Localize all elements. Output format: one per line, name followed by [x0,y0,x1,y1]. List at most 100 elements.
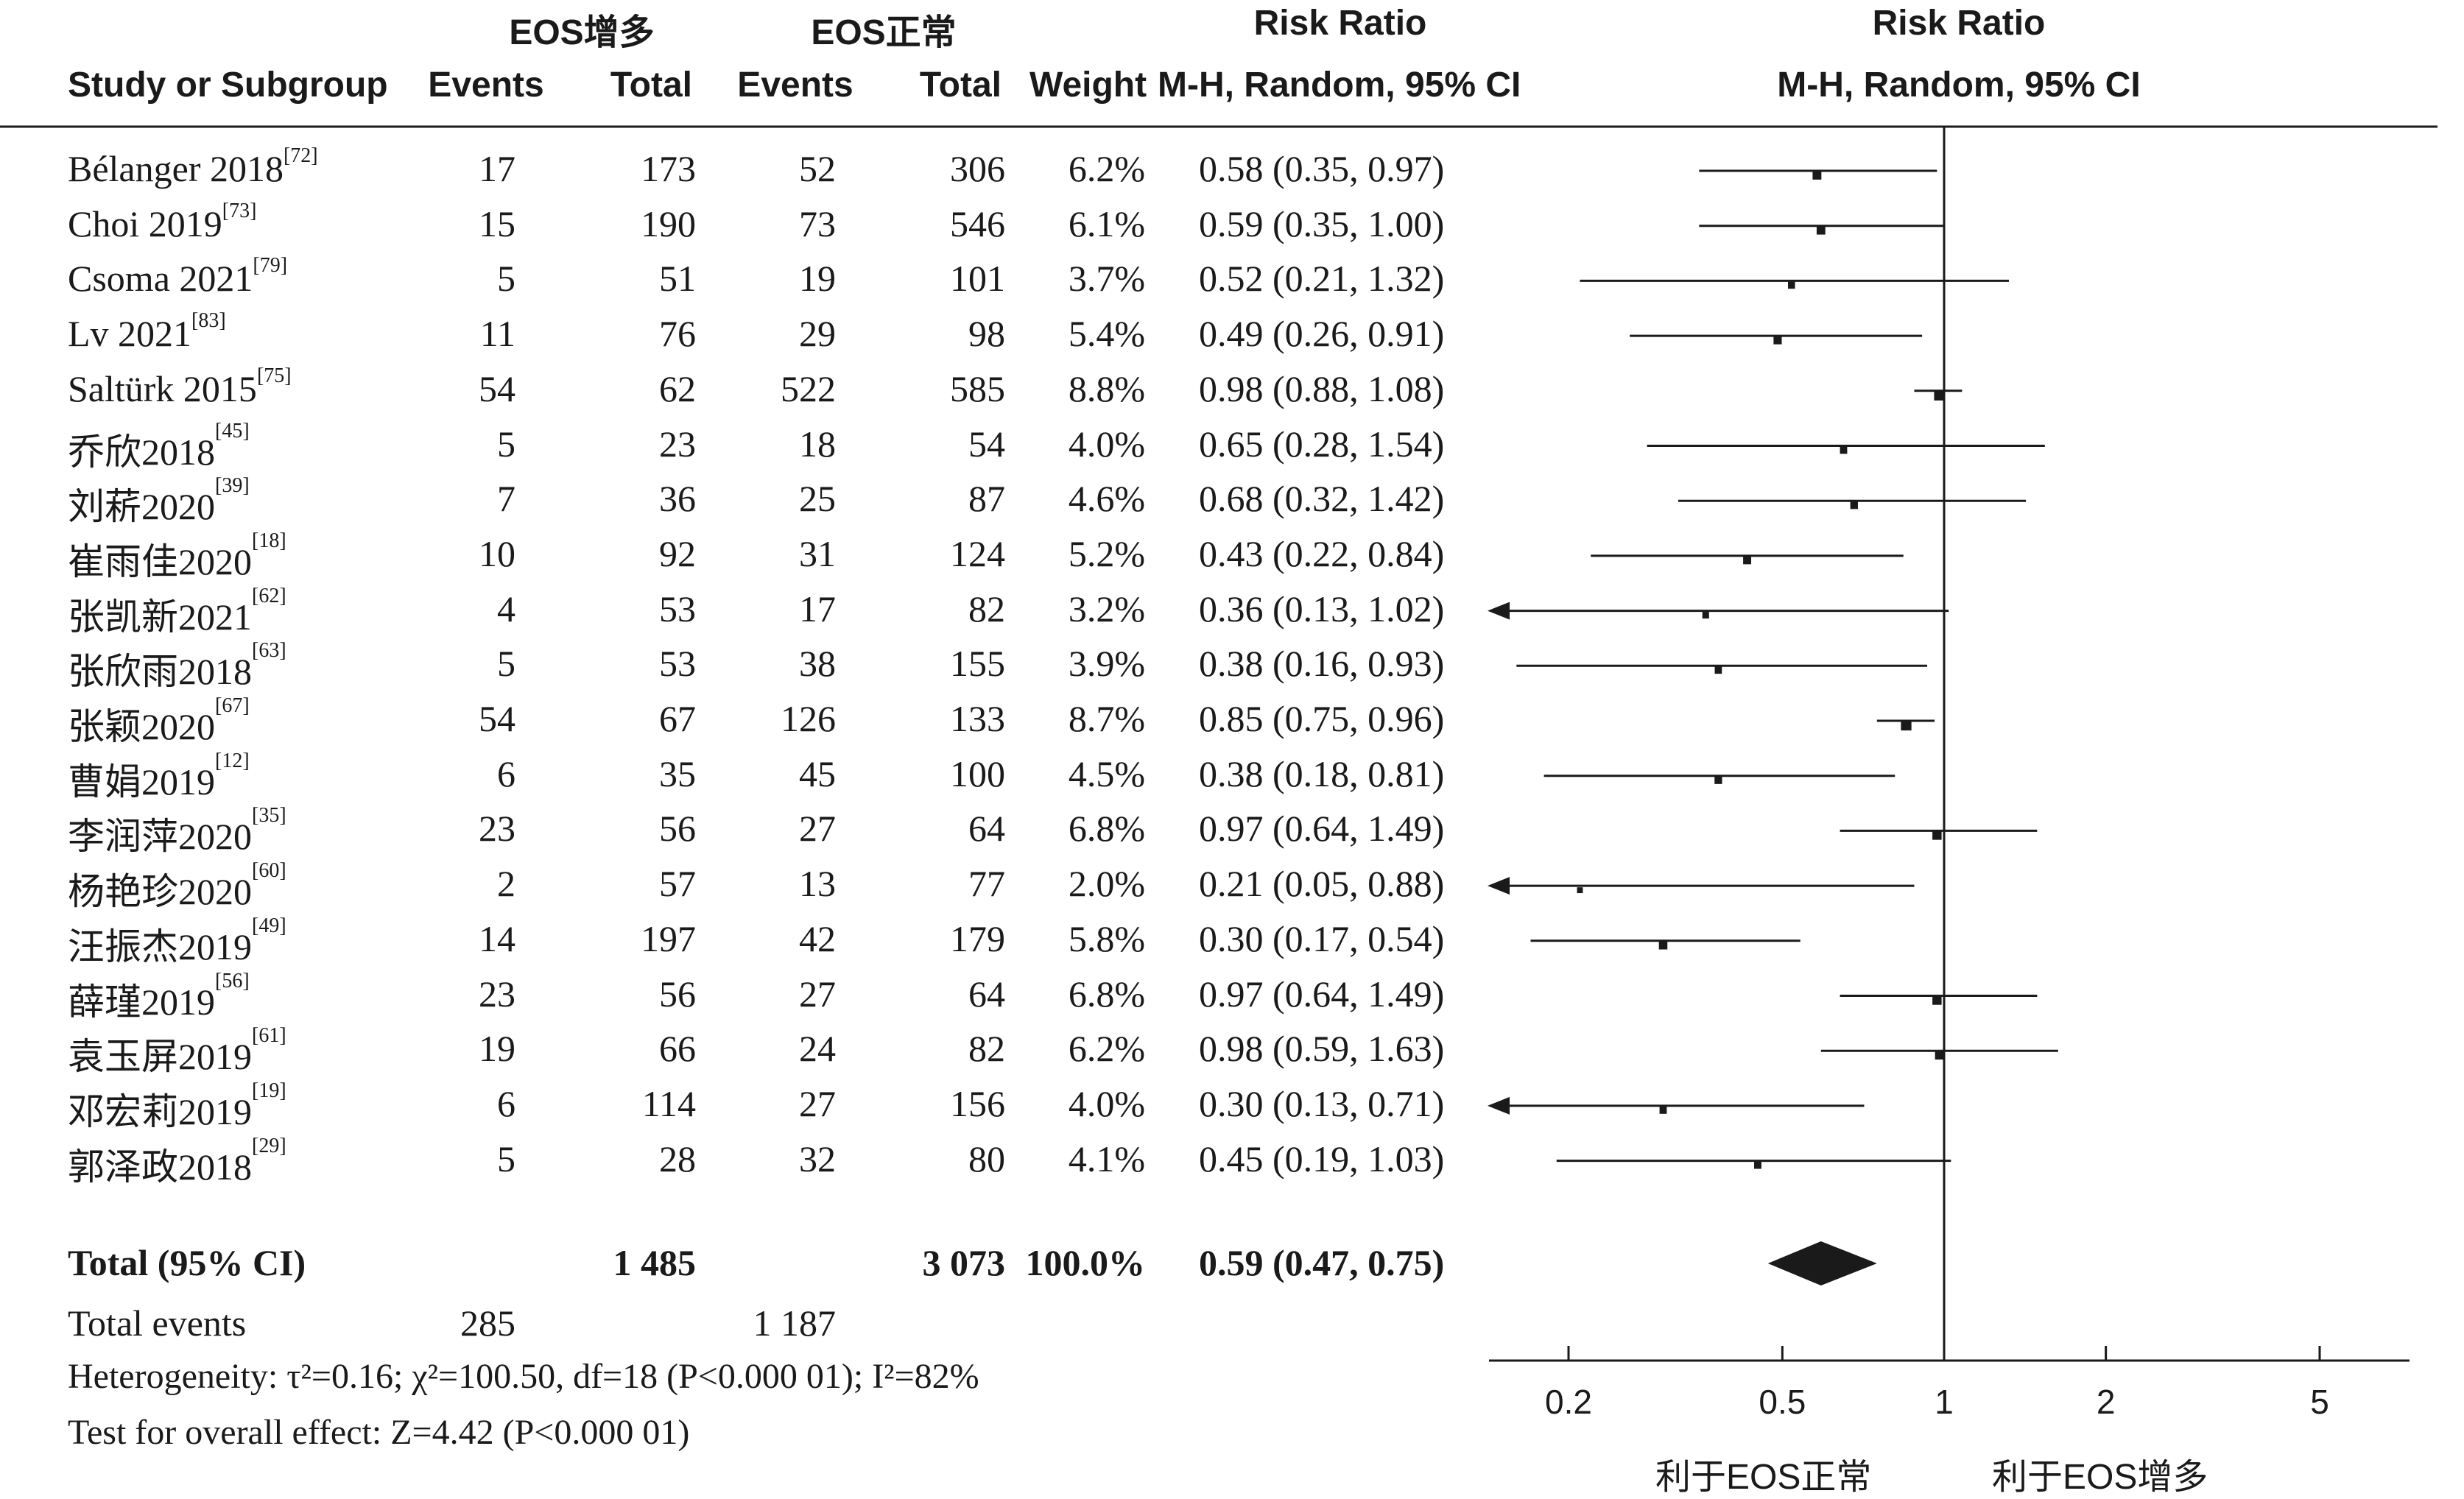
weight-value: 6.8% [1068,973,1145,1015]
ctrl-total-value: 124 [950,532,1005,574]
exp-events-value: 23 [479,973,515,1015]
study-name: 郭泽政2018[29] [68,1134,286,1191]
weight-value: 6.1% [1068,202,1145,244]
exp-events-value: 54 [479,367,515,409]
study-name-text: 李润萍2020 [68,816,252,858]
ci-arrow-left [1488,1096,1510,1115]
rr-column-header: M-H, Random, 95% CI [1158,66,1521,105]
study-name: 刘菥2020[39] [68,474,250,530]
point-estimate [1932,830,1942,840]
study-name-text: 邓宏莉2019 [68,1090,252,1132]
ctrl-group-header: EOS正常 [811,13,957,52]
study-name: 崔雨佳2020[18] [68,529,286,585]
weight-value: 6.2% [1068,1028,1145,1070]
ctrl-total-value: 155 [950,643,1005,685]
ctrl-total-value: 101 [950,258,1005,300]
exp-events-value: 14 [479,917,515,959]
rr-ci-value: 0.38 (0.18, 0.81) [1199,752,1445,794]
ctrl-events-value: 18 [799,423,836,465]
x-tick-label: 5 [2310,1383,2329,1421]
x-tick-label: 1 [1935,1383,1954,1421]
point-estimate [1816,225,1826,235]
rr-ci-value: 0.30 (0.17, 0.54) [1199,917,1445,959]
weight-value: 4.6% [1068,478,1145,520]
x-tick-label: 0.2 [1545,1383,1592,1421]
study-reference: [45] [215,419,250,442]
study-name: 张颖2020[67] [68,694,250,750]
ctrl-events-value: 126 [781,698,836,739]
ctrl-events-value: 73 [799,202,836,244]
study-reference: [19] [252,1079,286,1102]
total-events-ctrl: 1 187 [753,1302,837,1344]
exp-events-value: 5 [497,258,515,300]
point-estimate [1702,612,1709,619]
ctrl-total-value: 80 [968,1138,1005,1179]
exp-events-value: 23 [479,808,515,850]
exp-events-value: 15 [479,202,515,244]
weight-value: 4.1% [1068,1138,1145,1179]
x-tick-label: 2 [2097,1383,2116,1421]
exp-events-header: Events [428,66,544,105]
rr-ci-value: 0.58 (0.35, 0.97) [1199,148,1445,189]
study-reference: [18] [252,529,286,552]
weight-value: 5.2% [1068,532,1145,574]
ctrl-total-value: 87 [968,478,1005,520]
point-estimate [1743,556,1752,565]
exp-total-value: 56 [659,808,696,850]
ctrl-events-value: 19 [799,258,836,300]
study-name-text: 袁玉屏2019 [68,1036,252,1078]
point-estimate [1934,389,1945,401]
exp-events-value: 4 [497,588,515,629]
ctrl-events-value: 29 [799,313,836,355]
exp-events-value: 5 [497,423,515,465]
ctrl-total-value: 82 [968,1028,1005,1070]
weight-value: 4.0% [1068,423,1145,465]
point-estimate [1840,446,1848,454]
point-estimate [1850,501,1858,509]
rr-ci-value: 0.97 (0.64, 1.49) [1199,808,1445,850]
weight-value: 6.8% [1068,808,1145,850]
study-name: Choi 2019[73] [68,199,257,245]
exp-total-value: 62 [659,367,696,409]
exp-events-value: 5 [497,643,515,685]
ctrl-total-value: 64 [968,973,1005,1015]
point-estimate [1788,281,1795,289]
exp-total-value: 23 [659,423,696,465]
point-estimate [1659,1107,1667,1114]
study-name: Saltürk 2015[75] [68,364,292,410]
study-reference: [73] [222,199,257,222]
ctrl-total-value: 585 [950,367,1005,409]
exp-total-value: 197 [641,917,696,959]
ctrl-total-value: 133 [950,698,1005,739]
study-name-text: 汪振杰2019 [68,925,252,967]
exp-events-value: 19 [479,1028,515,1070]
study-name: 张欣雨2018[63] [68,639,286,695]
weight-value: 5.4% [1068,313,1145,355]
exp-total-value: 76 [659,313,696,355]
exp-events-value: 6 [497,1082,515,1124]
rr-ci-value: 0.38 (0.16, 0.93) [1199,643,1445,685]
rr-ci-value: 0.68 (0.32, 1.42) [1199,478,1445,520]
ctrl-total-value: 54 [968,423,1005,465]
weight-value: 3.2% [1068,588,1145,629]
exp-total-value: 35 [659,752,696,794]
exp-events-value: 11 [479,313,515,355]
point-estimate [1714,666,1722,674]
study-name: 乔欣2018[45] [68,419,250,476]
exp-events-value: 6 [497,752,515,794]
study-reference: [79] [253,254,288,278]
ctrl-total-value: 546 [950,202,1005,244]
ctrl-events-value: 25 [799,478,836,520]
plot-column-header: M-H, Random, 95% CI [1777,66,2141,105]
rr-ci-value: 0.59 (0.35, 1.00) [1199,202,1445,244]
study-name-text: 张欣雨2018 [68,651,252,693]
study-reference: [49] [252,914,286,937]
study-name-text: Lv 2021 [68,313,192,355]
study-column-header: Study or Subgroup [68,66,388,105]
study-name-text: 杨艳珍2020 [68,871,252,913]
study-reference: [29] [252,1134,286,1157]
study-name: Lv 2021[83] [68,309,226,355]
exp-total-value: 53 [659,588,696,629]
favours-left-label: 利于EOS正常 [1655,1458,1872,1497]
